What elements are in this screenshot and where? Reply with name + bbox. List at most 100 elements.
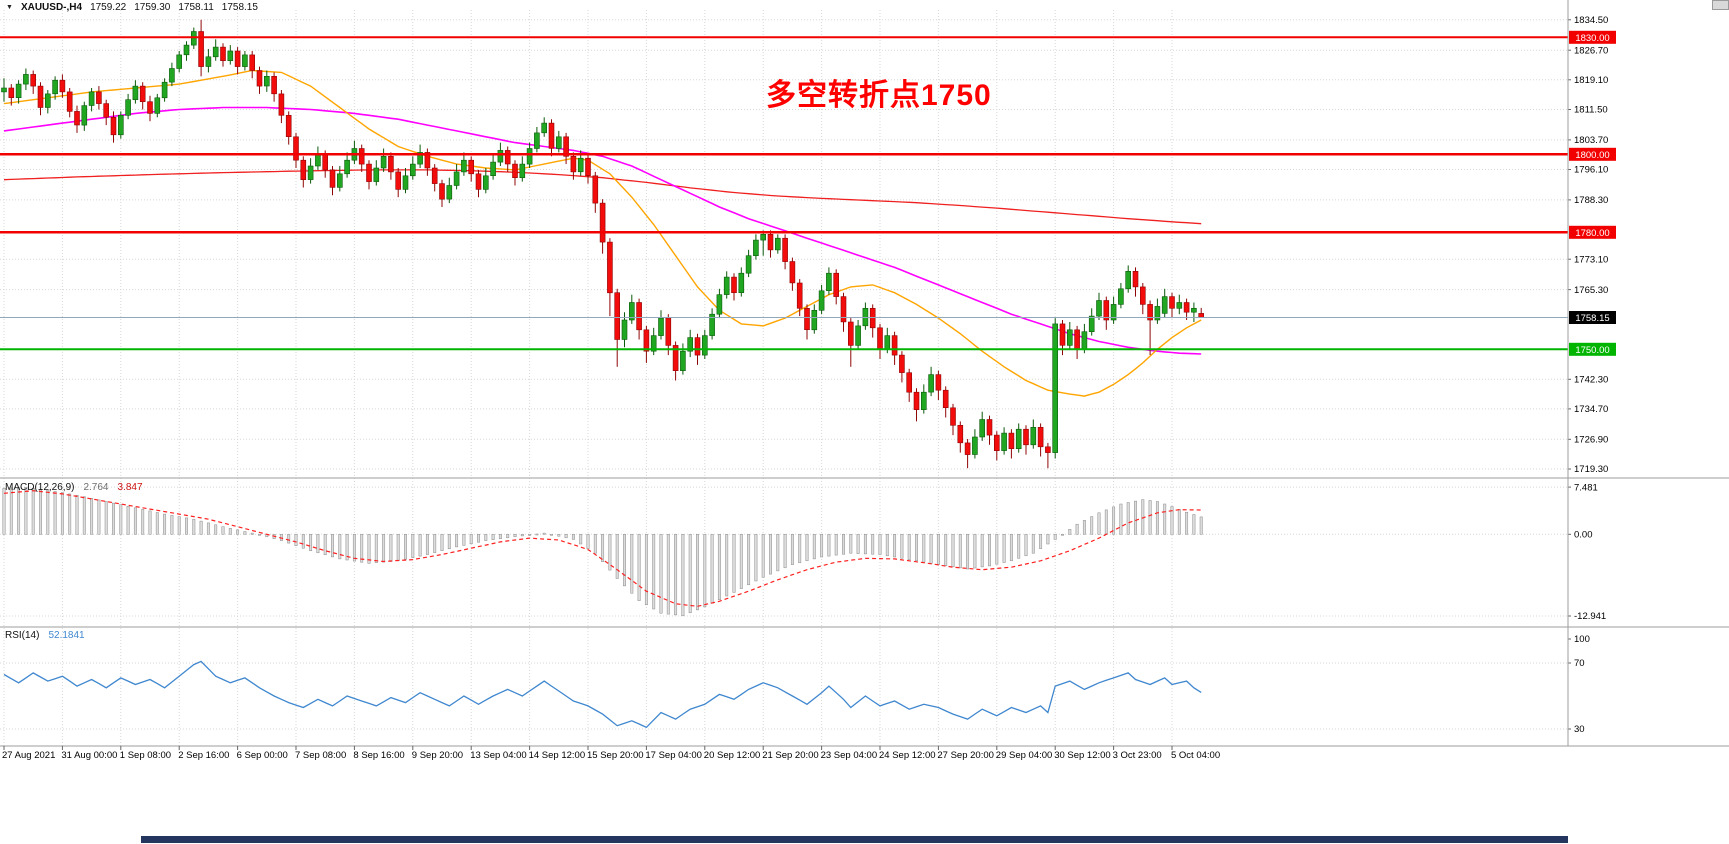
symbol-dropdown-icon[interactable]: ▼: [6, 4, 13, 11]
candle: [249, 54, 255, 71]
price-axis-label: 1819.10: [1574, 75, 1608, 86]
macd-bar: [199, 520, 203, 535]
time-axis-label: 23 Sep 04:00: [821, 750, 878, 761]
candle: [555, 136, 562, 149]
candle: [66, 91, 73, 112]
candle: [490, 161, 496, 177]
macd-bar: [126, 505, 130, 535]
candle: [285, 115, 292, 138]
macd-bar: [564, 534, 568, 539]
macd-bar: [798, 534, 802, 563]
macd-bar: [396, 534, 400, 562]
candle: [1052, 323, 1058, 453]
candle: [8, 87, 15, 98]
macd-bar: [360, 534, 364, 563]
candle: [336, 173, 343, 188]
price-axis-label: 1742.30: [1574, 375, 1608, 386]
candle: [796, 282, 803, 309]
candle: [132, 85, 139, 100]
macd-bar: [1082, 520, 1086, 535]
macd-bar: [944, 534, 948, 566]
candle: [753, 239, 759, 257]
candle: [1045, 446, 1051, 453]
macd-axis-label: 7.481: [1574, 482, 1598, 493]
candle: [592, 175, 599, 204]
chart-corner-button[interactable]: [1712, 0, 1729, 10]
candle: [293, 136, 299, 161]
candle: [37, 85, 44, 108]
candle: [278, 93, 285, 116]
price-axis-label: 1811.50: [1574, 105, 1608, 116]
time-axis-label: 21 Sep 20:00: [762, 750, 819, 761]
macd-bar: [82, 496, 86, 535]
price-axis-label: 1726.90: [1574, 435, 1608, 446]
macd-bar: [615, 534, 619, 579]
macd-bar: [710, 534, 714, 604]
candle: [950, 407, 956, 426]
candle: [899, 354, 905, 373]
macd-bar: [2, 487, 6, 535]
macd-bar: [550, 534, 553, 536]
macd-bar: [812, 534, 816, 560]
time-axis-label: 8 Sep 16:00: [353, 750, 404, 761]
candle: [504, 150, 511, 165]
ohlc-low: 1758.11: [178, 2, 214, 13]
macd-bar: [148, 510, 152, 535]
price-axis[interactable]: [1568, 0, 1729, 746]
horizontal-scrollbar[interactable]: [0, 834, 1729, 844]
candle: [694, 337, 701, 356]
candle: [1154, 306, 1161, 321]
candle: [118, 115, 124, 136]
candle: [271, 76, 277, 95]
candle: [176, 54, 182, 69]
macd-bar: [133, 507, 137, 535]
hline-badge: [1569, 342, 1616, 356]
candle: [1067, 329, 1073, 346]
candle: [1132, 270, 1139, 288]
macd-bar: [46, 489, 50, 535]
macd-bar: [316, 534, 320, 554]
candle: [957, 424, 964, 444]
candle: [344, 159, 350, 175]
macd-bar: [732, 534, 736, 593]
candle: [774, 237, 781, 251]
candle: [74, 111, 80, 126]
macd-bar: [192, 518, 196, 535]
chart-plot-area[interactable]: [0, 0, 1568, 746]
candle: [242, 54, 248, 67]
macd-value-signal: 3.847: [117, 482, 143, 493]
candle: [804, 307, 810, 330]
macd-bar: [703, 534, 707, 608]
chart-annotation[interactable]: 多空转折点1750: [766, 79, 992, 112]
macd-bar: [345, 534, 349, 561]
candle: [577, 157, 584, 173]
macd-bar: [688, 534, 692, 614]
candle: [1, 87, 7, 93]
candle: [1023, 428, 1029, 446]
time-axis[interactable]: [0, 746, 1729, 766]
hline-badge: [1569, 147, 1616, 161]
time-axis-label: 3 Oct 23:00: [1113, 750, 1162, 761]
macd-bar: [630, 534, 634, 594]
candle: [1074, 329, 1080, 350]
macd-bar: [586, 534, 590, 549]
candle: [366, 163, 372, 182]
price-axis-label: 1719.30: [1574, 464, 1608, 475]
candle: [461, 159, 467, 173]
candle: [782, 237, 788, 262]
candle: [738, 272, 745, 294]
candle: [599, 202, 606, 243]
candle: [563, 136, 569, 157]
candle: [972, 436, 978, 455]
macd-bar: [352, 534, 356, 562]
macd-value-main: 2.764: [83, 482, 109, 493]
macd-bar: [1141, 499, 1145, 535]
scrollbar-thumb[interactable]: [141, 836, 1568, 843]
macd-bar: [250, 532, 254, 535]
macd-bar: [469, 534, 473, 545]
macd-bar: [31, 487, 35, 535]
candle: [402, 175, 409, 190]
macd-bar: [739, 534, 743, 589]
macd-bar: [601, 534, 605, 562]
